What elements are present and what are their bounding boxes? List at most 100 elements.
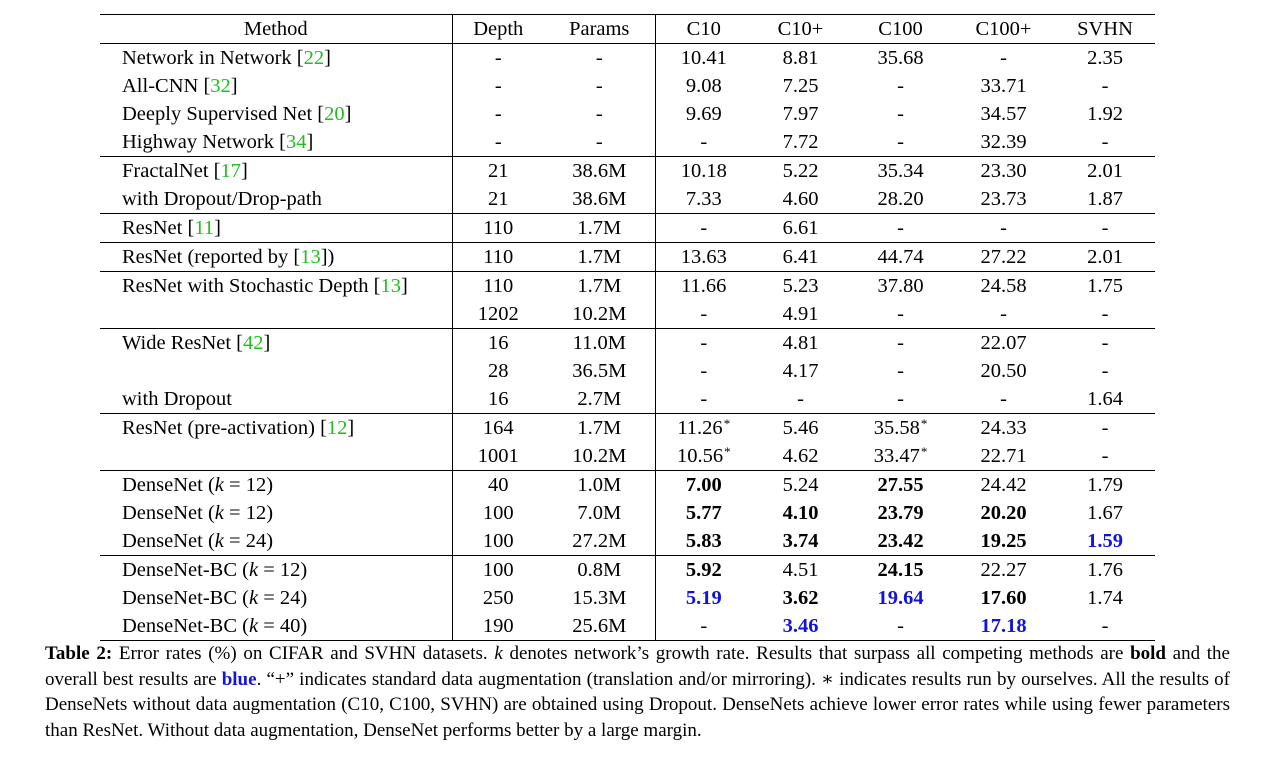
cell-value: 7.00 (685, 473, 722, 496)
cell-value: - (897, 614, 904, 637)
method-cell: DenseNet (k = 24) (100, 527, 452, 556)
c100-cell: 19.64 (849, 584, 952, 612)
cell-value: 11.26* (677, 416, 731, 440)
cell-value: - (1000, 46, 1007, 69)
method-suffix: ) (266, 529, 274, 552)
c10-cell: 5.77 (654, 499, 752, 527)
table-row: Deeply Supervised Net [20] - - 9.69 7.97 - 34.… (100, 100, 1155, 128)
citation-link[interactable]: 13 (380, 274, 401, 297)
params-cell: 11.0M (544, 328, 655, 357)
params-cell: 10.2M (544, 300, 655, 329)
method-suffix: ) (300, 586, 308, 609)
cell-value: 28.20 (877, 187, 924, 210)
c10-plus-cell: - (752, 385, 849, 414)
cell-value: 4.62 (782, 444, 819, 467)
c10-plus-cell: 4.81 (752, 328, 849, 357)
c100-cell: - (849, 385, 952, 414)
table-row: ResNet [11] 110 1.7M - 6.61 - - - (100, 213, 1155, 243)
cell-value: 7.0M (577, 501, 622, 524)
cell-value: - (700, 614, 708, 637)
c10-cell: 11.66 (654, 271, 752, 300)
cell-value: 2.01 (1087, 245, 1123, 268)
cell-value: 15.3M (572, 586, 627, 609)
c100-cell: 44.74 (849, 242, 952, 272)
cell-value: - (1000, 302, 1007, 325)
params-cell: 7.0M (544, 499, 655, 527)
c100-cell: 23.79 (849, 499, 952, 527)
method-cell: ResNet (pre-activation) [12] (100, 413, 452, 442)
c100-cell: - (849, 100, 952, 128)
c100-plus-cell: - (952, 213, 1055, 243)
c100-plus-cell: 19.25 (952, 527, 1055, 556)
citation-link[interactable]: 20 (324, 102, 345, 125)
cell-value: - (700, 359, 708, 382)
c100-cell: - (849, 128, 952, 157)
params-cell: - (544, 44, 655, 73)
params-cell: 38.6M (544, 185, 655, 214)
c10-cell: 10.41 (654, 43, 752, 72)
table-row: ResNet (pre-activation) [12] 164 1.7M 11.26… (100, 413, 1155, 442)
header-method: Method (100, 14, 452, 44)
cell-value: 4.10 (782, 501, 819, 524)
caption-bold-word: bold (1130, 643, 1166, 664)
cell-value: 3.74 (782, 529, 819, 552)
cell-value: - (700, 130, 708, 153)
depth-cell: 16 (451, 385, 544, 414)
cell-value: - (897, 74, 904, 97)
method-cell: DenseNet-BC (k = 24) (100, 584, 452, 612)
c10-plus-cell: 7.25 (752, 72, 849, 100)
cell-value: - (897, 102, 904, 125)
method-suffix: ) (300, 558, 308, 581)
cell-value: 11.0M (572, 331, 626, 354)
cell-value: - (1000, 216, 1007, 239)
c100-cell: - (849, 612, 952, 641)
method-cell: All-CNN [32] (122, 74, 238, 97)
cell-value: - (700, 331, 708, 354)
cell-value: - (897, 359, 904, 382)
c100-plus-cell: 32.39 (952, 128, 1055, 157)
citation-link[interactable]: 34 (285, 130, 307, 153)
cell-value: 34.57 (980, 102, 1027, 125)
c10-cell: 11.26* (654, 413, 752, 442)
c100-cell: 33.47* (849, 442, 952, 471)
cell-value: - (595, 46, 603, 69)
cell-value: 10.56* (676, 444, 731, 468)
citation-link[interactable]: 12 (326, 416, 348, 439)
cell-value: 3.46 (782, 614, 819, 637)
cell-value: - (1101, 359, 1109, 382)
params-cell: - (544, 128, 655, 157)
cell-value: 4.51 (782, 558, 819, 581)
method-suffix: ) (300, 614, 308, 637)
cell-value: 10.41 (680, 46, 727, 69)
depth-cell: 110 (451, 242, 544, 272)
table-row: 1001 10.2M 10.56* 4.62 33.47* 22.71 - (100, 442, 1155, 471)
cell-value: 44.74 (877, 245, 924, 268)
c10-cell: 10.18 (654, 156, 752, 185)
header-c10: C10 (654, 14, 752, 44)
cell-value: 100 (482, 501, 514, 524)
cell-value: 4.81 (782, 331, 819, 354)
citation-link[interactable]: 32 (210, 74, 231, 97)
citation-link[interactable]: 22 (303, 46, 325, 69)
cell-value: 11.66 (681, 274, 727, 297)
table-row: with Dropout 16 2.7M - - - - 1.64 (100, 385, 1155, 414)
table-row: DenseNet (k = 12) 100 7.0M 5.77 4.10 23.79 20.… (100, 499, 1155, 527)
cell-value: 13.63 (680, 245, 727, 268)
table-body: Network in Network [22] - - 10.41 8.81 35.68 -… (100, 43, 1155, 641)
cell-value: - (494, 102, 502, 125)
citation-link[interactable]: 11 (194, 216, 215, 239)
c100-cell: - (849, 357, 952, 385)
cell-value: - (1101, 130, 1109, 153)
citation-link[interactable]: 17 (220, 159, 241, 182)
c10-plus-cell: 4.62 (752, 442, 849, 471)
c10-plus-cell: 5.22 (752, 156, 849, 185)
c10-cell: - (654, 128, 752, 157)
depth-cell: - (451, 43, 544, 72)
citation-link[interactable]: 13 (300, 245, 321, 268)
cell-value: 21 (488, 187, 509, 210)
c10-cell: 13.63 (654, 242, 752, 272)
citation-link[interactable]: 42 (243, 331, 264, 354)
method-name: DenseNet-BC ( (122, 614, 249, 637)
c100-plus-cell: 22.71 (952, 442, 1055, 471)
params-cell: 1.7M (544, 213, 655, 243)
